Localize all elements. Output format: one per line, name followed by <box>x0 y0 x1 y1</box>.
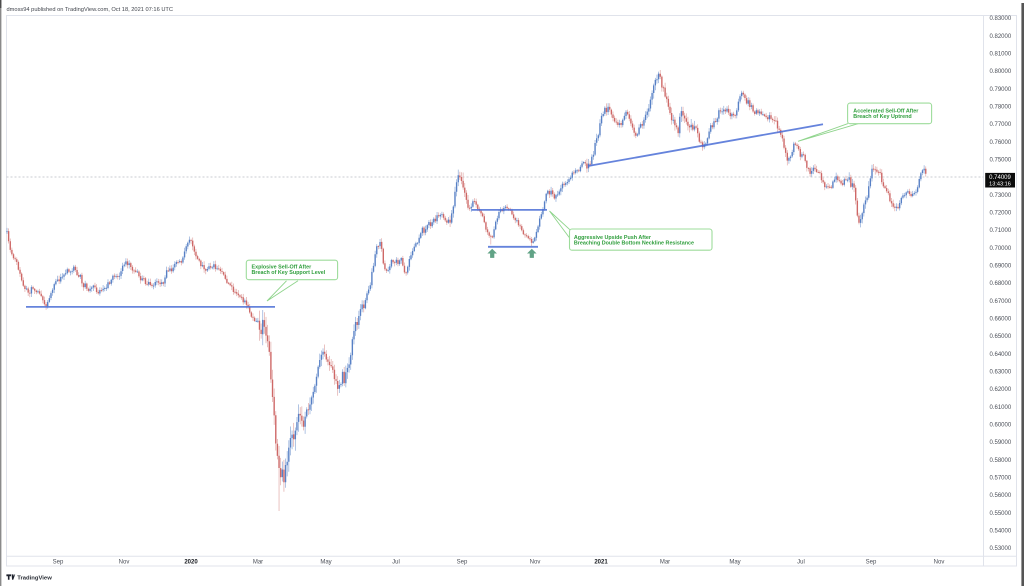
svg-text:Jul: Jul <box>797 560 805 566</box>
svg-text:Nov: Nov <box>934 560 945 566</box>
svg-text:0.53000: 0.53000 <box>990 546 1012 552</box>
svg-text:May: May <box>320 560 331 566</box>
svg-text:TradingView: TradingView <box>17 576 52 582</box>
svg-text:Accelerated Sell-Off After: Accelerated Sell-Off After <box>853 108 919 114</box>
svg-text:0.55000: 0.55000 <box>990 511 1012 517</box>
svg-text:0.64000: 0.64000 <box>990 352 1012 358</box>
svg-text:Nov: Nov <box>119 560 130 566</box>
svg-text:Nov: Nov <box>530 560 541 566</box>
svg-text:0.80000: 0.80000 <box>990 69 1012 75</box>
svg-text:13:43:16: 13:43:16 <box>989 181 1011 187</box>
svg-text:0.65000: 0.65000 <box>990 334 1012 340</box>
svg-text:Aggressive Upside Push After: Aggressive Upside Push After <box>574 235 652 241</box>
svg-text:0.70000: 0.70000 <box>990 246 1012 252</box>
svg-text:0.83000: 0.83000 <box>990 16 1012 22</box>
svg-text:Sep: Sep <box>457 560 468 566</box>
svg-text:Mar: Mar <box>660 560 670 566</box>
svg-text:0.66000: 0.66000 <box>990 316 1012 322</box>
svg-text:0.76000: 0.76000 <box>990 140 1012 146</box>
svg-text:0.69000: 0.69000 <box>990 263 1012 269</box>
svg-text:0.60000: 0.60000 <box>990 422 1012 428</box>
svg-text:Sep: Sep <box>53 560 64 566</box>
svg-text:0.81000: 0.81000 <box>990 51 1012 57</box>
svg-text:0.78000: 0.78000 <box>990 104 1012 110</box>
svg-text:0.72000: 0.72000 <box>990 210 1012 216</box>
svg-text:Breach of Key Support Level: Breach of Key Support Level <box>252 270 326 276</box>
svg-text:0.73000: 0.73000 <box>990 193 1012 199</box>
svg-text:0.58000: 0.58000 <box>990 458 1012 464</box>
svg-text:2021: 2021 <box>594 560 608 566</box>
svg-text:0.67000: 0.67000 <box>990 299 1012 305</box>
svg-text:Jul: Jul <box>392 560 400 566</box>
svg-text:0.56000: 0.56000 <box>990 493 1012 499</box>
svg-text:0.62000: 0.62000 <box>990 387 1012 393</box>
svg-text:0.59000: 0.59000 <box>990 440 1012 446</box>
svg-text:0.75000: 0.75000 <box>990 157 1012 163</box>
svg-text:May: May <box>729 560 740 566</box>
svg-text:0.74009: 0.74009 <box>989 175 1011 181</box>
svg-text:dmoss94 published on TradingVi: dmoss94 published on TradingView.com, Oc… <box>7 7 174 13</box>
svg-text:2020: 2020 <box>184 560 198 566</box>
svg-text:Breach of Key Uptrend: Breach of Key Uptrend <box>853 114 911 120</box>
svg-text:0.57000: 0.57000 <box>990 475 1012 481</box>
svg-text:Breaching Double Bottom Neckli: Breaching Double Bottom Neckline Resista… <box>574 241 694 247</box>
svg-text:Mar: Mar <box>253 560 263 566</box>
svg-text:Explosive Sell-Off After: Explosive Sell-Off After <box>252 265 313 271</box>
svg-text:0.68000: 0.68000 <box>990 281 1012 287</box>
svg-text:0.77000: 0.77000 <box>990 122 1012 128</box>
svg-text:0.79000: 0.79000 <box>990 87 1012 93</box>
svg-text:0.82000: 0.82000 <box>990 34 1012 40</box>
svg-text:0.71000: 0.71000 <box>990 228 1012 234</box>
svg-text:Sep: Sep <box>866 560 877 566</box>
svg-text:0.54000: 0.54000 <box>990 528 1012 534</box>
svg-text:0.61000: 0.61000 <box>990 405 1012 411</box>
svg-text:0.63000: 0.63000 <box>990 369 1012 375</box>
